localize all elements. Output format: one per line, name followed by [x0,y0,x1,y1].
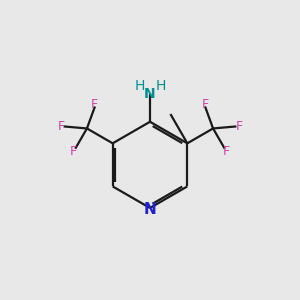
Text: F: F [70,145,77,158]
Text: H: H [155,79,166,93]
Text: N: N [144,202,156,217]
Text: F: F [235,120,242,133]
Text: F: F [58,120,65,133]
Text: F: F [91,98,98,111]
Text: H: H [134,79,145,93]
Text: F: F [223,145,230,158]
Text: N: N [144,86,156,100]
Text: F: F [202,98,209,111]
